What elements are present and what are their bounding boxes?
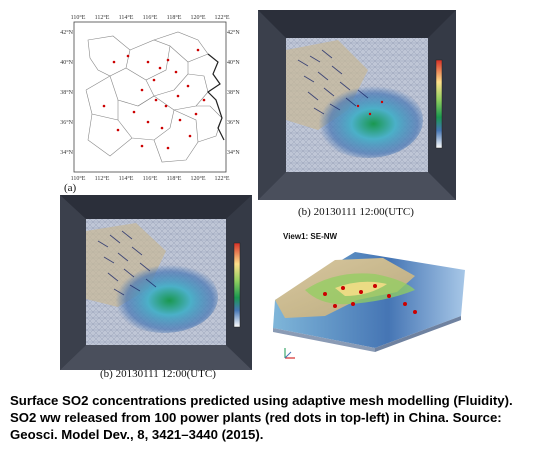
coastline: [207, 53, 225, 141]
map-lat-tick-label: 40°N: [227, 59, 240, 66]
map-longitude-ticks-top: 110°E 112°E 114°E 116°E 118°E 120°E 122°E: [71, 14, 230, 21]
bottom-panel-caption: (b) 20130111 12:00(UTC): [100, 368, 216, 380]
map-lon-tick-label: 122°E: [214, 14, 229, 21]
map-lon-tick-label: 118°E: [167, 14, 182, 21]
map-lon-tick-label: 120°E: [190, 14, 205, 21]
map-lon-tick-label: 114°E: [119, 175, 134, 182]
view3d-title: View1: SE-NW: [283, 232, 338, 241]
map-lon-tick-label: 112°E: [95, 14, 110, 21]
fluidity-mesh-panel-bottom: [60, 195, 252, 370]
map-lat-tick-label: 38°N: [60, 89, 73, 96]
map-lat-tick-label: 42°N: [227, 29, 240, 36]
map-panel-label: (a): [64, 182, 77, 194]
top-panel-caption: (b) 20130111 12:00(UTC): [298, 206, 414, 218]
map-lat-tick-label: 40°N: [60, 59, 73, 66]
map-lat-tick-label: 38°N: [227, 89, 240, 96]
map-lat-tick-label: 36°N: [227, 119, 240, 126]
map-lat-tick-label: 42°N: [60, 29, 73, 36]
terrain-3d-view: [273, 252, 465, 359]
figure-description: Surface SO2 concentrations predicted usi…: [10, 393, 513, 442]
china-map-panel: 110°E 112°E 114°E 116°E 118°E 120°E 122°E 110°…: [60, 14, 240, 182]
map-latitude-ticks-left: 42°N 40°N 38°N 36°N 34°N: [60, 29, 73, 156]
map-lon-tick-label: 118°E: [167, 175, 182, 182]
map-lon-tick-label: 116°E: [143, 175, 158, 182]
power-plant-markers: [102, 48, 206, 150]
map-latitude-ticks-right: 42°N 40°N 38°N 36°N 34°N: [227, 29, 240, 156]
map-longitude-ticks-bottom: 110°E 112°E 114°E 116°E 118°E 120°E 122°E: [71, 175, 230, 182]
map-lon-tick-label: 122°E: [214, 175, 229, 182]
fluidity-mesh-panel-top: [258, 10, 456, 200]
map-lon-tick-label: 112°E: [95, 175, 110, 182]
map-lon-tick-label: 116°E: [143, 14, 158, 21]
axis-triad-icon: [284, 348, 295, 359]
map-lat-tick-label: 36°N: [60, 119, 73, 126]
map-lat-tick-label: 34°N: [60, 149, 73, 156]
map-lat-tick-label: 34°N: [227, 149, 240, 156]
map-lon-tick-label: 114°E: [119, 14, 134, 21]
map-lon-tick-label: 120°E: [190, 175, 205, 182]
map-lon-tick-label: 110°E: [71, 14, 86, 21]
map-lon-tick-label: 110°E: [71, 175, 86, 182]
